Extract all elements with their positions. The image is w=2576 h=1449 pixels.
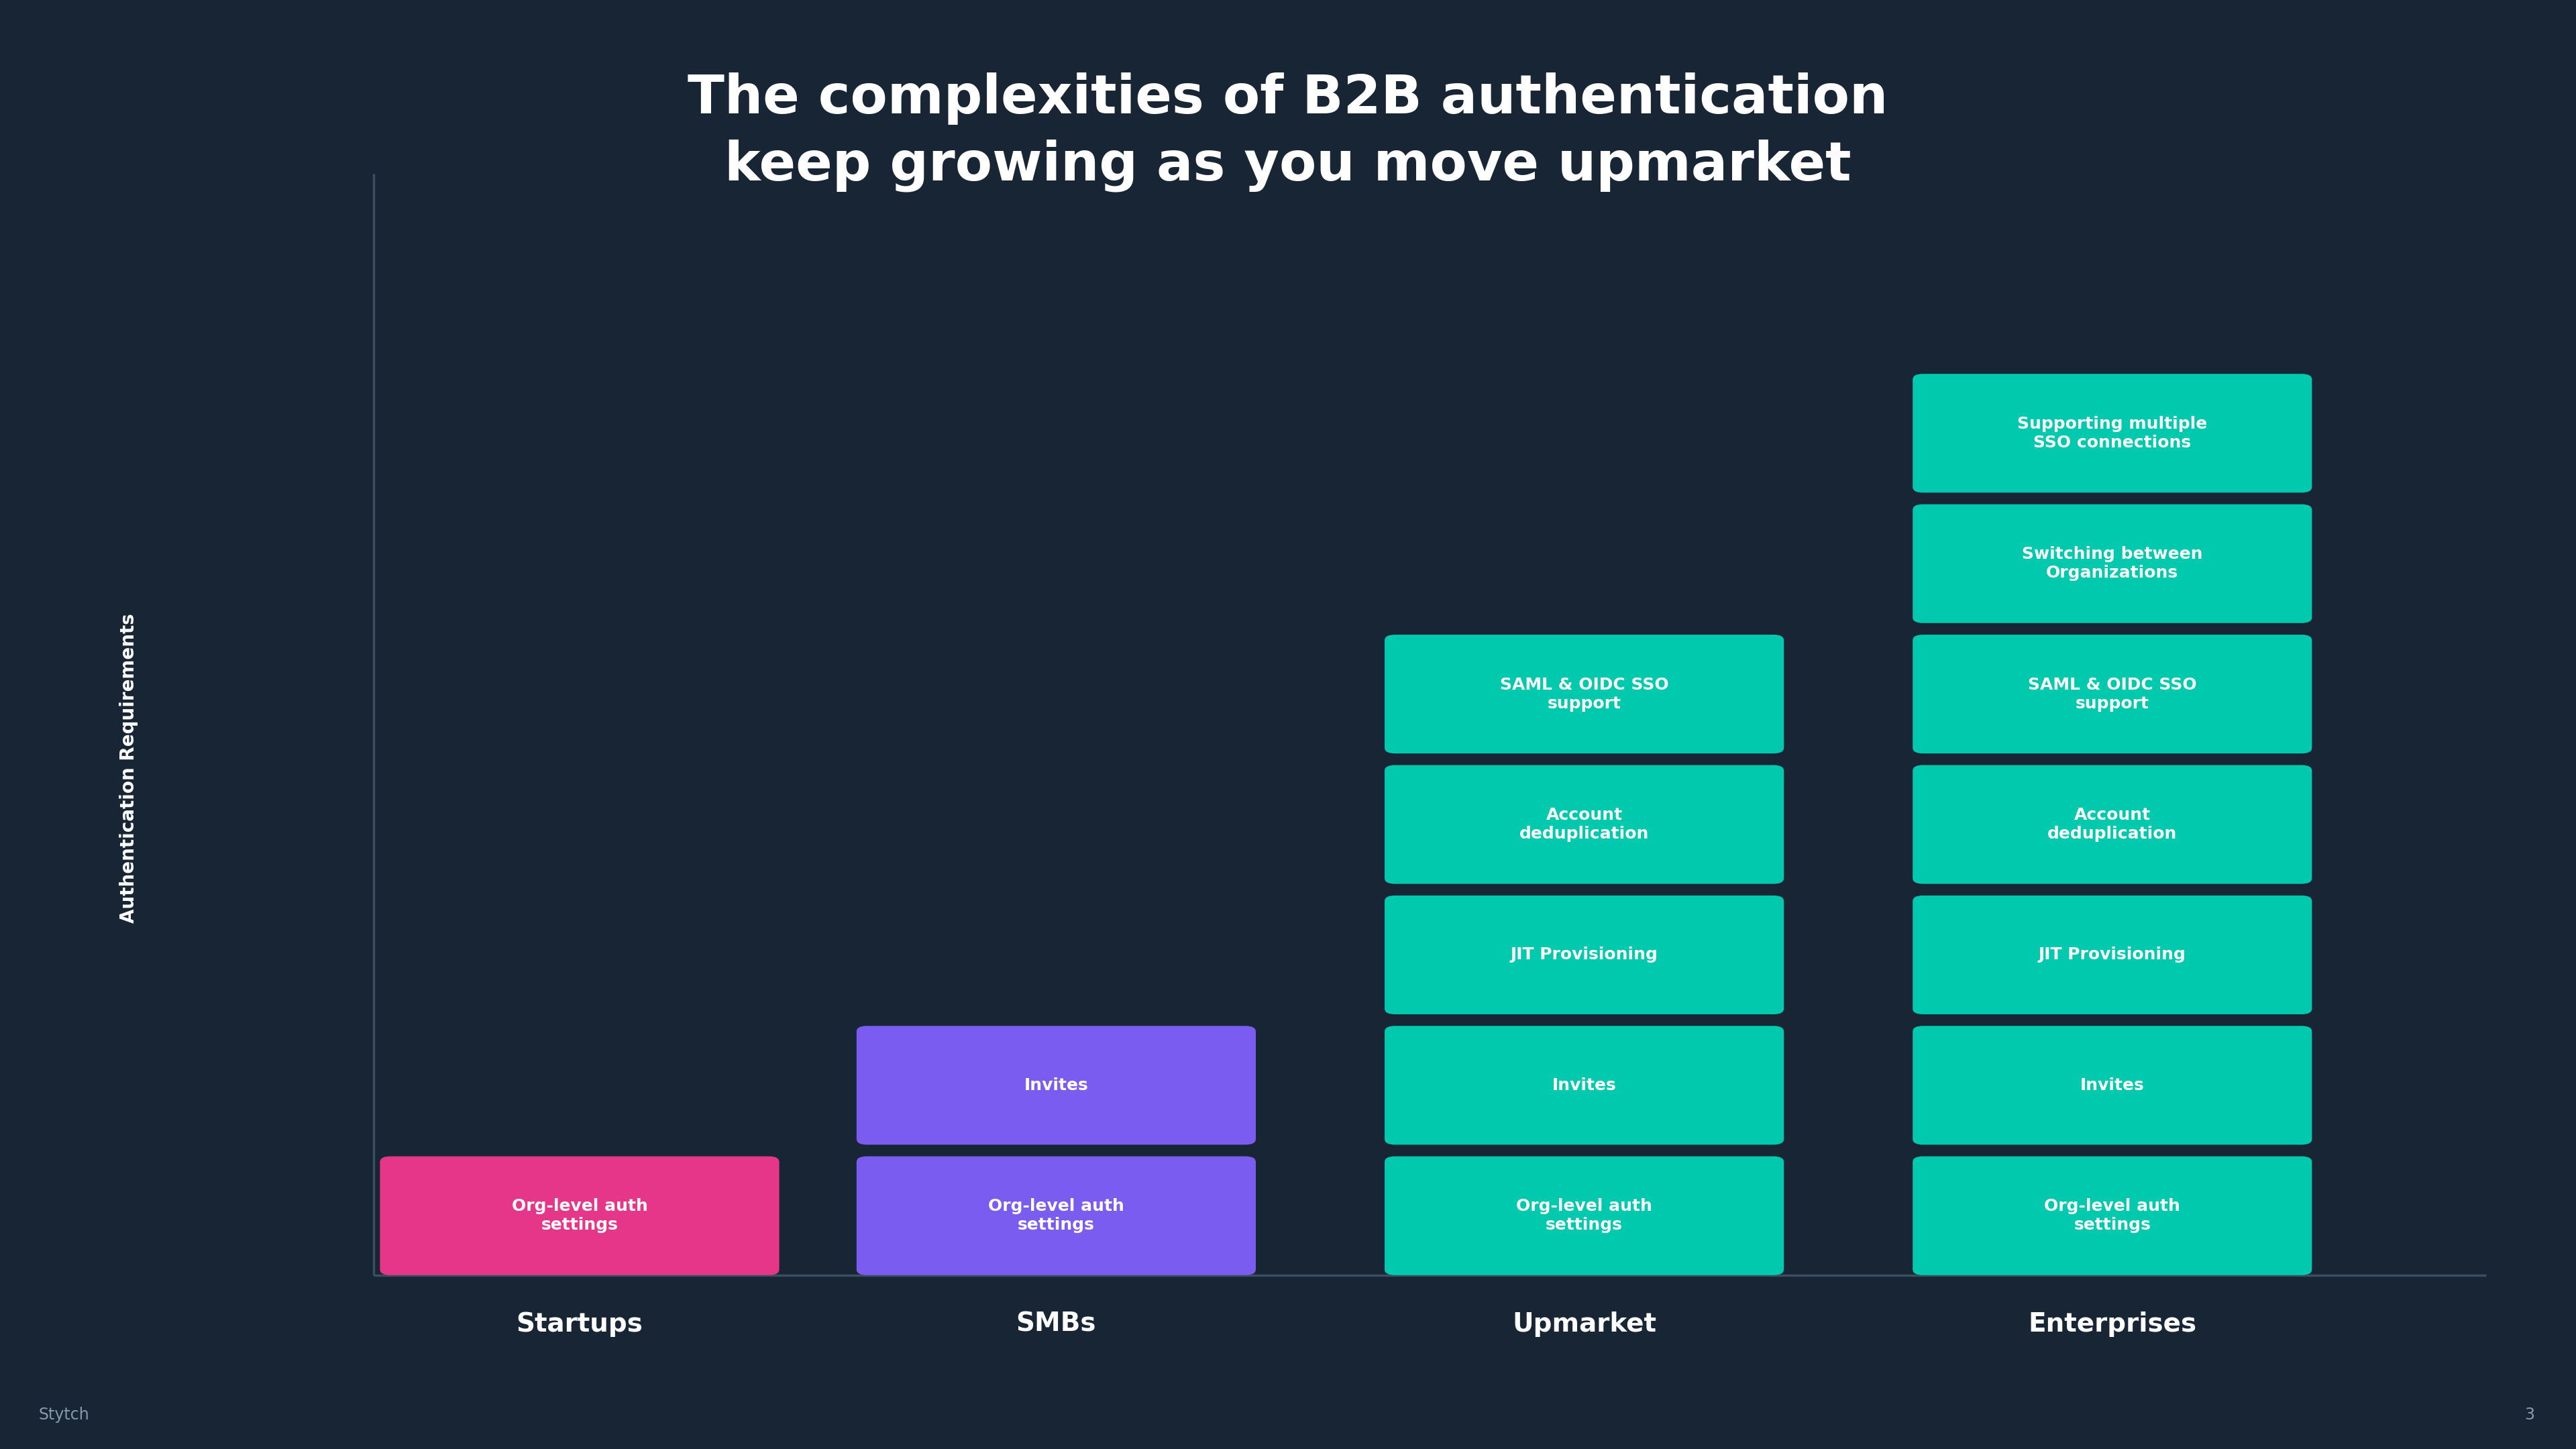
FancyBboxPatch shape (1386, 1026, 1783, 1145)
FancyBboxPatch shape (855, 1156, 1255, 1275)
Text: Stytch: Stytch (39, 1407, 90, 1423)
FancyBboxPatch shape (381, 1156, 778, 1275)
FancyBboxPatch shape (1911, 374, 2311, 493)
FancyBboxPatch shape (1386, 1156, 1783, 1275)
Text: Org-level auth
settings: Org-level auth settings (1517, 1198, 1651, 1233)
Text: SMBs: SMBs (1015, 1311, 1097, 1337)
FancyBboxPatch shape (1386, 895, 1783, 1014)
Text: Invites: Invites (1553, 1077, 1615, 1094)
Text: Switching between
Organizations: Switching between Organizations (2022, 546, 2202, 581)
Text: Org-level auth
settings: Org-level auth settings (513, 1198, 647, 1233)
Text: SAML & OIDC SSO
support: SAML & OIDC SSO support (2027, 677, 2197, 711)
Text: Startups: Startups (515, 1311, 644, 1337)
Text: JIT Provisioning: JIT Provisioning (1510, 946, 1659, 964)
Text: Org-level auth
settings: Org-level auth settings (989, 1198, 1123, 1233)
FancyBboxPatch shape (1386, 765, 1783, 884)
Text: JIT Provisioning: JIT Provisioning (2038, 946, 2187, 964)
FancyBboxPatch shape (1911, 635, 2311, 753)
Text: Supporting multiple
SSO connections: Supporting multiple SSO connections (2017, 416, 2208, 451)
FancyBboxPatch shape (1911, 1026, 2311, 1145)
Text: Account
deduplication: Account deduplication (2048, 807, 2177, 842)
Text: Org-level auth
settings: Org-level auth settings (2045, 1198, 2179, 1233)
Text: Authentication Requirements: Authentication Requirements (118, 613, 139, 923)
Text: Enterprises: Enterprises (2027, 1311, 2197, 1337)
Text: Invites: Invites (2081, 1077, 2143, 1094)
Text: SAML & OIDC SSO
support: SAML & OIDC SSO support (1499, 677, 1669, 711)
FancyBboxPatch shape (1911, 895, 2311, 1014)
FancyBboxPatch shape (1911, 765, 2311, 884)
FancyBboxPatch shape (1911, 504, 2311, 623)
FancyBboxPatch shape (855, 1026, 1255, 1145)
Text: The complexities of B2B authentication
keep growing as you move upmarket: The complexities of B2B authentication k… (688, 72, 1888, 191)
Text: Account
deduplication: Account deduplication (1520, 807, 1649, 842)
Text: Upmarket: Upmarket (1512, 1311, 1656, 1337)
FancyBboxPatch shape (1911, 1156, 2311, 1275)
FancyBboxPatch shape (1386, 635, 1783, 753)
Text: Invites: Invites (1025, 1077, 1087, 1094)
Text: 3: 3 (2524, 1407, 2535, 1423)
